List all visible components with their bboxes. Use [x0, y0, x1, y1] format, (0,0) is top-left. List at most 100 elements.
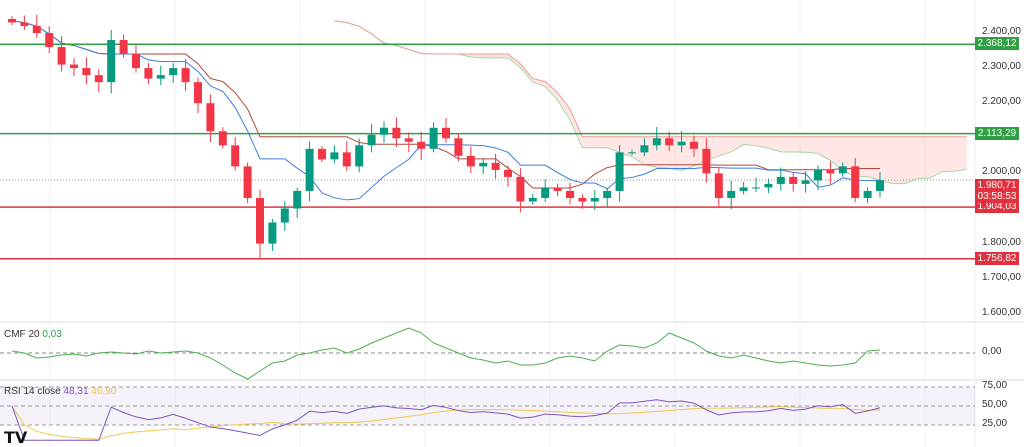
candle	[491, 162, 500, 170]
candle	[553, 187, 562, 191]
candle	[380, 127, 388, 135]
candle	[206, 103, 215, 132]
candle	[677, 141, 686, 146]
price-tick-label: 1.800,00	[982, 236, 1021, 248]
candle	[764, 183, 773, 188]
rsi-tick-label: 75,00	[982, 380, 1008, 391]
candle	[429, 127, 438, 149]
candle	[690, 141, 698, 149]
candle	[70, 64, 78, 69]
candle	[119, 40, 128, 55]
candle	[640, 145, 649, 153]
candle	[256, 197, 264, 244]
candle	[107, 40, 116, 83]
candle	[838, 166, 847, 174]
candle	[628, 152, 636, 154]
cmf-value: 0,03	[42, 329, 62, 340]
candle	[590, 197, 599, 202]
rsi-ma-value: 46,90	[91, 386, 117, 397]
candle	[516, 176, 525, 202]
candle	[305, 148, 314, 191]
candle	[404, 138, 413, 142]
candle	[826, 169, 835, 174]
candle	[20, 22, 29, 26]
candle	[231, 145, 240, 167]
candle	[417, 141, 426, 149]
candle	[528, 197, 537, 202]
candle	[566, 190, 574, 198]
cmf-legend: CMF 20 0,03	[4, 329, 62, 340]
candle	[851, 166, 860, 198]
candle	[367, 134, 376, 146]
ichimoku-cloud	[334, 20, 967, 184]
candle	[454, 138, 463, 156]
candle	[268, 222, 277, 244]
rsi-title: RSI 14 close	[4, 386, 61, 397]
candle	[739, 187, 748, 191]
price-tick-label: 2.200,00	[982, 96, 1021, 108]
candle	[355, 145, 364, 167]
candle	[194, 82, 202, 104]
candle	[876, 180, 884, 191]
level-price-tag: 2.368,12	[975, 37, 1019, 51]
candle	[466, 155, 475, 167]
candle	[132, 54, 140, 69]
price-tick-label: 1.700,00	[982, 271, 1021, 283]
price-tick-label: 2.300,00	[982, 61, 1021, 73]
candle	[392, 127, 401, 139]
level-price-tag: 2.113,29	[975, 126, 1019, 140]
candle	[218, 131, 227, 146]
candle	[94, 75, 103, 83]
candle	[789, 176, 798, 184]
candle	[603, 190, 612, 198]
kijun-line	[11, 20, 880, 189]
cmf-line	[11, 327, 881, 380]
candle	[318, 148, 326, 160]
senkou-span-b	[334, 20, 967, 138]
candle	[652, 138, 661, 146]
price-tick-label: 1.600,00	[982, 306, 1021, 318]
level-price-tag: 1.904,03	[975, 200, 1019, 214]
candle	[801, 180, 810, 184]
candle	[156, 75, 165, 79]
cmf-title: CMF 20	[4, 329, 40, 340]
price-tick-label: 2.400,00	[982, 26, 1021, 37]
candle	[814, 169, 822, 181]
candle	[776, 176, 785, 184]
tenkan-line	[11, 20, 880, 201]
candle	[8, 18, 16, 23]
candle	[181, 68, 190, 83]
last-price-tag: 1.980,71 03:58:53	[975, 179, 1019, 204]
candle	[702, 148, 711, 174]
candle	[82, 68, 91, 76]
candle	[293, 190, 302, 209]
candle	[714, 173, 723, 198]
candle	[615, 152, 624, 191]
candle	[504, 169, 512, 177]
candle	[863, 190, 872, 198]
candle	[45, 33, 54, 48]
candle	[169, 68, 178, 76]
candle	[752, 187, 760, 189]
candle	[342, 152, 351, 167]
tradingview-logo: 𝗧𝗩	[4, 430, 28, 447]
rsi-tick-label: 50,00	[982, 399, 1008, 410]
candle	[541, 187, 550, 198]
candle	[442, 127, 450, 139]
candle	[727, 190, 736, 198]
rsi-line	[11, 399, 881, 441]
candle	[32, 25, 41, 33]
rsi-value: 48,31	[63, 386, 89, 397]
level-price-tag: 1.756,82	[975, 251, 1019, 265]
candle	[243, 166, 252, 198]
candle	[479, 162, 488, 167]
candle	[280, 208, 289, 223]
rsi-legend: RSI 14 close 48,31 46,90	[4, 386, 116, 397]
candle	[144, 68, 153, 79]
candle	[330, 152, 339, 160]
candle	[578, 197, 587, 202]
cmf-zero-label: 0,00	[982, 346, 1002, 357]
candle	[665, 138, 674, 146]
